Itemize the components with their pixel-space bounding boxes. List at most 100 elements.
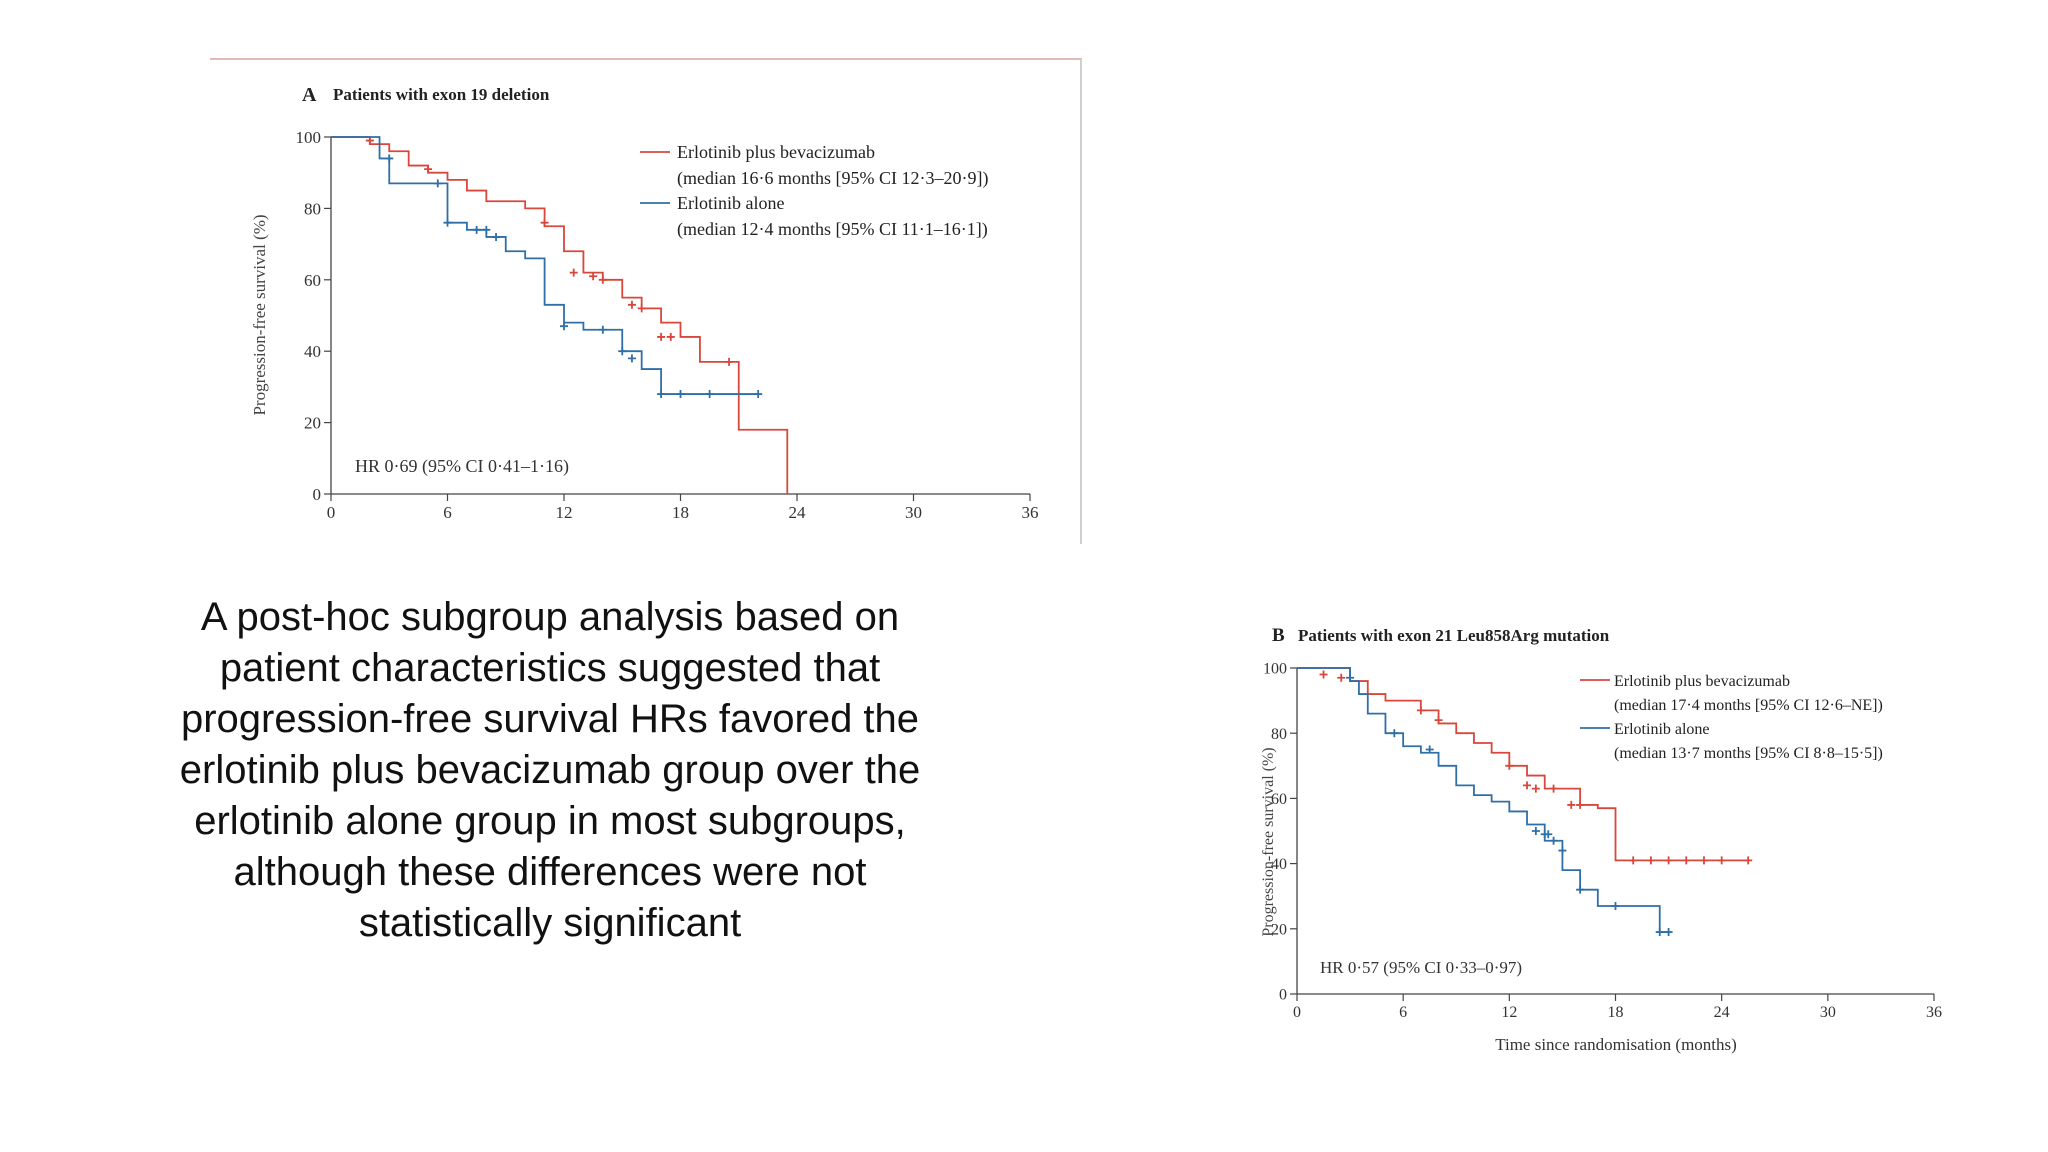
panel-a-letter: A [302,84,317,106]
panel-b-y-tick-label: 20 [1271,921,1287,938]
panel-b-letter: B [1272,625,1285,646]
panel-a-censor-mark [618,347,627,356]
panel-a-x-tick-label: 0 [327,503,336,522]
panel-b-x-tick-label: 30 [1820,1004,1836,1021]
legend-b-alone-note: (median 13·7 months [95% CI 8·8–15·5]) [1614,745,1883,762]
panel-b-xlabel: Time since randomisation (months) [1495,1035,1737,1054]
panel-b-censor-mark [1549,784,1558,793]
panel-b-censor-mark [1523,781,1532,790]
caption-line: progression-free survival HRs favored th… [180,697,920,741]
panel-a-y-tick-label: 100 [296,128,322,147]
panel-a-x-tick-label: 18 [672,503,689,522]
panel-b-y-tick-label: 40 [1271,856,1287,873]
panel-b-y-tick-label: 100 [1263,661,1287,678]
panel-a-censor-mark [598,275,607,284]
panel-a-title: Patients with exon 19 deletion [333,85,550,104]
panel-b-censor-mark [1416,706,1425,715]
caption-line: patient characteristics suggested that [219,646,881,690]
panel-b-x-tick-label: 12 [1501,1004,1517,1021]
panel-a-series-combo-line [331,136,789,494]
caption-line: erlotinib alone group in most subgroups, [194,799,906,843]
panel-b-series-combo-line [1297,667,1749,862]
panel-b-x-tick-label: 36 [1926,1004,1942,1021]
legend-b-combo-note: (median 17·4 months [95% CI 12·6–NE]) [1614,697,1883,714]
panel-a-censor-mark [472,225,481,234]
panel-b-y-tick-label: 80 [1271,726,1287,743]
panel-a-legend: Erlotinib plus bevacizumab (median 16·6 … [640,142,988,240]
caption-line: although these differences were not [233,850,867,894]
figure-panel-b: B Patients with exon 21 Leu858Arg mutati… [1210,612,1970,1062]
caption-line: erlotinib plus bevacizumab group over th… [179,748,921,792]
panel-a-censor-mark [705,390,714,399]
panel-b-censor-mark [1611,901,1620,910]
panel-a-censor-mark [492,232,501,241]
legend-a-alone-name: Erlotinib alone [677,193,784,213]
legend-b-alone-name: Erlotinib alone [1614,721,1710,738]
panel-b-y-tick-label: 0 [1279,987,1287,1004]
panel-b-censor-mark [1505,761,1514,770]
panel-b-x-tick-label: 6 [1399,1004,1407,1021]
panel-b-censor-mark [1319,670,1328,679]
panel-b-hr-annotation: HR 0·57 (95% CI 0·33–0·97) [1320,958,1522,977]
panel-a-censor-mark [443,218,452,227]
analysis-caption: A post-hoc subgroup analysis based on pa… [130,592,970,949]
panel-b-y-tick-label: 60 [1271,791,1287,808]
legend-a-alone-note: (median 12·4 months [95% CI 11·1–16·1]) [677,219,988,240]
panel-b-censor-mark [1629,856,1638,865]
panel-b-censor-mark [1531,827,1540,835]
panel-a-y-tick-label: 60 [304,271,321,290]
chart-a: A Patients with exon 19 deletion Progres… [250,84,1039,522]
legend-b-combo-name: Erlotinib plus bevacizumab [1614,673,1790,690]
panel-b-censor-mark [1549,836,1558,845]
panel-a-x-tick-label: 24 [789,503,807,522]
panel-b-censor-mark [1390,729,1399,738]
panel-b-censor-mark [1664,856,1673,865]
panel-b-censor-mark [1655,928,1664,937]
panel-b-censor-mark [1531,784,1540,793]
panel-a-censor-mark [666,332,675,341]
panel-a-hr-annotation: HR 0·69 (95% CI 0·41–1·16) [355,456,569,477]
panel-b-censor-mark [1544,830,1553,839]
panel-a-censor-mark [754,390,763,399]
figure-panel-a: A Patients with exon 19 deletion Progres… [210,58,1082,544]
panel-b-censor-mark [1717,856,1726,865]
chart-b: B Patients with exon 21 Leu858Arg mutati… [1260,625,1942,1054]
panel-b-censor-mark [1567,800,1576,809]
panel-a-censor-mark [657,390,666,399]
panel-a-censor-mark [540,218,549,227]
panel-b-x-tick-label: 0 [1293,1004,1301,1021]
panel-a-censor-mark [365,136,374,145]
panel-a-y-tick-label: 0 [313,485,322,504]
panel-a-x-tick-label: 6 [443,503,452,522]
panel-b-censor-mark [1576,800,1585,809]
panel-b-censor-mark [1558,846,1567,855]
panel-b-censor-mark [1646,856,1655,865]
panel-a-y-tick-label: 20 [304,414,321,433]
panel-a-censor-mark [637,304,646,313]
panel-a-series-alone-line [331,136,759,395]
panel-a-censor-mark [627,300,636,309]
panel-a-y-tick-label: 80 [304,199,321,218]
legend-a-combo-note: (median 16·6 months [95% CI 12·3–20·9]) [677,168,988,189]
panel-b-censor-mark [1434,716,1443,725]
panel-a-x-tick-label: 30 [905,503,922,522]
panel-b-title: Patients with exon 21 Leu858Arg mutation [1298,626,1610,645]
panel-b-x-tick-label: 24 [1714,1004,1730,1021]
panel-b-legend: Erlotinib plus bevacizumab (median 17·4 … [1580,673,1883,762]
panel-b-censor-mark [1699,856,1708,865]
panel-b-x-tick-label: 18 [1608,1004,1624,1021]
panel-a-censor-mark [560,322,568,331]
panel-b-series-alone-line [1297,667,1669,933]
panel-a-censor-mark [725,357,734,366]
panel-a-censor-mark [569,268,578,277]
panel-a-censor-mark [657,332,666,341]
panel-b-censor-mark [1744,856,1753,865]
panel-a-x-tick-label: 36 [1022,503,1039,522]
panel-a-censor-mark [424,165,433,174]
panel-b-censor-mark [1682,856,1691,865]
panel-a-ylabel: Progression-free survival (%) [250,214,269,415]
panel-b-censor-mark [1576,885,1585,894]
panel-a-censor-mark [627,354,636,363]
legend-a-combo-name: Erlotinib plus bevacizumab [677,142,875,162]
panel-a-censor-mark [482,225,491,234]
